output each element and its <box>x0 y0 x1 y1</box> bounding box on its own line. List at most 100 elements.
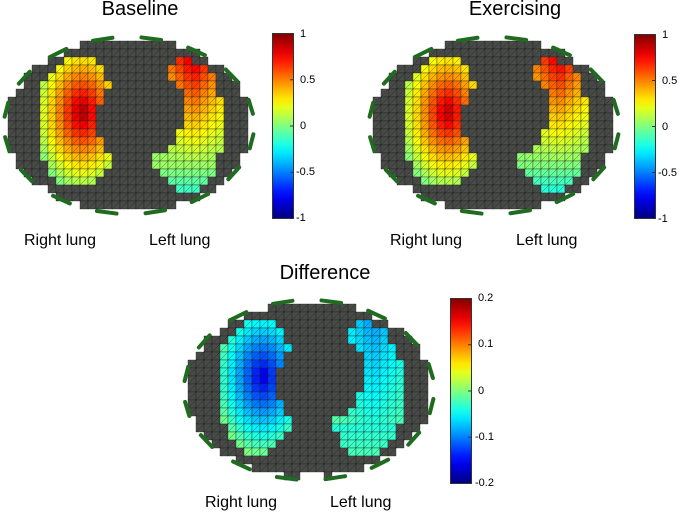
mesh-diagonal <box>299 375 309 385</box>
mesh-diagonal <box>355 407 365 417</box>
mesh-diagonal <box>87 168 97 178</box>
electrode <box>588 67 605 84</box>
mesh-diagonal <box>315 463 325 473</box>
mesh-diagonal <box>127 72 137 82</box>
mesh-diagonal <box>404 168 414 178</box>
mesh-diagonal <box>207 136 217 146</box>
mesh-diagonal <box>387 407 397 417</box>
mesh-diagonal <box>508 128 518 138</box>
mesh-diagonal <box>468 64 478 74</box>
mesh-diagonal <box>420 128 430 138</box>
mesh-diagonal <box>564 72 574 82</box>
mesh-diagonal <box>444 104 454 114</box>
mesh-diagonal <box>63 120 73 130</box>
mesh-diagonal <box>492 64 502 74</box>
mesh-diagonal <box>548 88 558 98</box>
mesh-diagonal <box>355 415 365 425</box>
mesh-diagonal <box>403 367 413 377</box>
mesh-diagonal <box>111 168 121 178</box>
mesh-diagonal <box>291 343 301 353</box>
mesh-diagonal <box>267 311 277 321</box>
mesh-diagonal <box>55 64 65 74</box>
mesh-diagonal <box>39 72 49 82</box>
mesh-diagonal <box>183 144 193 154</box>
mesh-diagonal <box>323 303 333 313</box>
mesh-diagonal <box>516 96 526 106</box>
mesh-diagonal <box>219 327 229 337</box>
mesh-diagonal <box>580 88 590 98</box>
mesh-diagonal <box>508 88 518 98</box>
mesh-diagonal <box>412 136 422 146</box>
mesh-diagonal <box>259 439 269 449</box>
mesh-diagonal <box>508 160 518 170</box>
mesh-diagonal <box>47 128 57 138</box>
mesh-diagonal <box>39 88 49 98</box>
mesh-diagonal <box>143 200 153 210</box>
mesh-diagonal <box>444 80 454 90</box>
mesh-diagonal <box>79 144 89 154</box>
mesh-diagonal <box>235 391 245 401</box>
mesh-diagonal <box>347 439 357 449</box>
mesh-diagonal <box>540 88 550 98</box>
mesh-diagonal <box>119 104 129 114</box>
mesh-diagonal <box>47 96 57 106</box>
mesh-diagonal <box>183 80 193 90</box>
mesh-diagonal <box>191 128 201 138</box>
mesh-diagonal <box>315 423 325 433</box>
mesh-diagonal <box>460 144 470 154</box>
colorbar-tick: -1 <box>658 213 668 225</box>
mesh-diagonal <box>387 423 397 433</box>
mesh-diagonal <box>47 168 57 178</box>
mesh-diagonal <box>428 120 438 130</box>
mesh-diagonal <box>307 311 317 321</box>
mesh-diagonal <box>492 176 502 186</box>
mesh-diagonal <box>103 88 113 98</box>
mesh-diagonal <box>508 72 518 82</box>
electrode <box>367 100 376 119</box>
mesh-diagonal <box>127 104 137 114</box>
mesh-diagonal <box>492 200 502 210</box>
mesh-diagonal <box>63 152 73 162</box>
mesh-diagonal <box>167 168 177 178</box>
mesh-diagonal <box>275 375 285 385</box>
mesh-diagonal <box>63 80 73 90</box>
mesh-diagonal <box>347 359 357 369</box>
mesh-diagonal <box>484 40 494 50</box>
mesh-diagonal <box>387 335 397 345</box>
mesh-diagonal <box>203 391 213 401</box>
mesh-diagonal <box>151 88 161 98</box>
mesh-diagonal <box>275 399 285 409</box>
mesh-diagonal <box>259 319 269 329</box>
mesh-diagonal <box>175 64 185 74</box>
mesh-diagonal <box>371 383 381 393</box>
mesh-diagonal <box>403 423 413 433</box>
mesh-diagonal <box>95 72 105 82</box>
mesh-diagonal <box>380 96 390 106</box>
mesh-diagonal <box>412 144 422 154</box>
mesh-diagonal <box>103 80 113 90</box>
mesh-diagonal <box>227 431 237 441</box>
mesh-diagonal <box>395 399 405 409</box>
mesh-diagonal <box>596 144 606 154</box>
mesh-diagonal <box>259 383 269 393</box>
mesh-diagonal <box>227 319 237 329</box>
mesh-diagonal <box>79 96 89 106</box>
mesh-diagonal <box>476 104 486 114</box>
electrode <box>412 46 434 59</box>
mesh-diagonal <box>63 144 73 154</box>
mesh-diagonal <box>572 184 582 194</box>
mesh-diagonal <box>371 375 381 385</box>
mesh-diagonal <box>79 192 89 202</box>
mesh-diagonal <box>476 88 486 98</box>
mesh-diagonal <box>484 144 494 154</box>
mesh-diagonal <box>227 351 237 361</box>
mesh-diagonal <box>548 64 558 74</box>
mesh-diagonal <box>339 415 349 425</box>
mesh-diagonal <box>379 447 389 457</box>
mesh-diagonal <box>387 391 397 401</box>
mesh-diagonal <box>199 104 209 114</box>
mesh-diagonal <box>251 455 261 465</box>
mesh-diagonal <box>500 184 510 194</box>
mesh-diagonal <box>251 399 261 409</box>
mesh-diagonal <box>283 303 293 313</box>
